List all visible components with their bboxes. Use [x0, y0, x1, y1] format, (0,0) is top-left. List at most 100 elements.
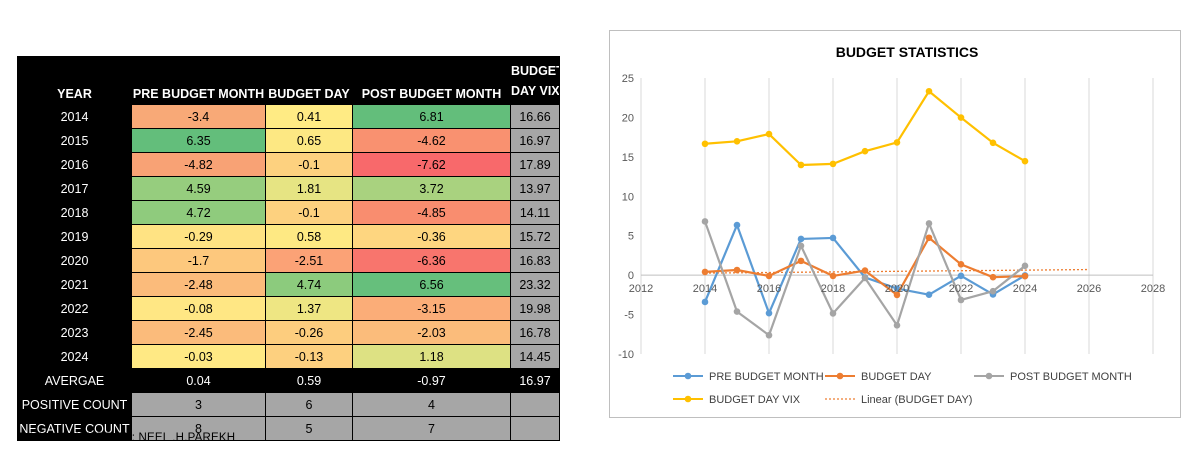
post-budget-month-cell: -0.36 [352, 224, 511, 249]
data-point [989, 139, 997, 147]
header-vix-line2: DAY VIX [511, 83, 560, 98]
legend-swatch-marker [836, 372, 844, 380]
data-point [1021, 272, 1029, 280]
budget-day-cell: 0.58 [265, 224, 353, 249]
table-row: 2014 -3.4 0.41 6.81 16.66 [17, 104, 560, 129]
data-point [861, 147, 869, 155]
trendline-budget-day [704, 268, 1090, 274]
data-point [733, 138, 741, 145]
average-row-post-cell: -0.97 [352, 368, 511, 393]
budget-day-cell: 0.65 [265, 128, 353, 153]
x-tick-label: 2012 [629, 283, 653, 295]
average-row-label-cell: AVERGAE [17, 368, 132, 393]
data-point [893, 321, 901, 329]
pre-budget-month-cell: 4.59 [131, 176, 266, 201]
year-cell: 2024 [17, 344, 132, 369]
data-point [829, 310, 837, 317]
year-cell: 2021 [17, 272, 132, 297]
data-point [1021, 262, 1029, 270]
budget-day-vix-cell: 13.97 [510, 176, 560, 201]
x-tick-label: 2026 [1077, 283, 1101, 295]
table-header-row: YEAR PRE BUDGET MONTH BUDGET DAY POST BU… [17, 56, 560, 105]
year-cell: 2015 [17, 128, 132, 153]
data-point [893, 139, 901, 146]
data-point [797, 242, 805, 250]
x-tick-label: 2024 [1013, 283, 1037, 295]
data-point [957, 272, 965, 280]
x-tick-label: 2028 [1141, 283, 1165, 295]
data-point [1021, 157, 1029, 165]
legend-swatch-marker [684, 372, 692, 380]
table-row: 2017 4.59 1.81 3.72 13.97 [17, 176, 560, 201]
y-tick-label: -10 [618, 349, 634, 361]
data-point [797, 257, 805, 265]
chart-title: BUDGET STATISTICS [836, 44, 979, 60]
budget-table: YEAR PRE BUDGET MONTH BUDGET DAY POST BU… [17, 56, 560, 441]
data-point [925, 220, 933, 227]
positive-count-row: POSITIVE COUNT 3 6 4 [17, 392, 560, 417]
table-row: 2015 6.35 0.65 -4.62 16.97 [17, 128, 560, 153]
header-vix-line1: BUDGET [511, 63, 560, 78]
header-budget-day: BUDGET DAY [265, 56, 353, 105]
legend-label: PRE BUDGET MONTH [709, 371, 824, 383]
legend-label: BUDGET DAY VIX [709, 394, 801, 406]
pre-budget-month-cell: 6.35 [131, 128, 266, 153]
data-point [957, 114, 965, 121]
data-point [829, 234, 837, 242]
data-point [989, 287, 997, 295]
budget-day-cell: 1.81 [265, 176, 353, 201]
data-point [765, 272, 773, 280]
year-cell: 2022 [17, 296, 132, 321]
negative-count-row-day-cell: 5 [265, 416, 353, 441]
year-cell: 2019 [17, 224, 132, 249]
budget-day-vix-cell: 17.89 [510, 152, 560, 177]
pre-budget-month-cell: -0.08 [131, 296, 266, 321]
y-tick-label: 15 [622, 152, 634, 164]
budget-day-cell: -0.1 [265, 152, 353, 177]
table-row: 2024 -0.03 -0.13 1.18 14.45 [17, 344, 560, 369]
data-point [925, 87, 933, 95]
y-tick-label: -5 [624, 310, 634, 322]
pre-budget-month-cell: -1.7 [131, 248, 266, 273]
budget-day-vix-cell: 16.83 [510, 248, 560, 273]
budget-day-cell: 0.41 [265, 104, 353, 129]
post-budget-month-cell: -7.62 [352, 152, 511, 177]
data-point [957, 261, 965, 268]
data-point [893, 291, 901, 299]
data-point [701, 218, 709, 225]
data-point [701, 268, 709, 276]
header-budget-day-vix: BUDGET DAY VIX [510, 56, 560, 105]
positive-count-row-label-cell: POSITIVE COUNT [17, 392, 132, 417]
pre-budget-month-cell: 4.72 [131, 200, 266, 225]
pre-budget-month-cell: -4.82 [131, 152, 266, 177]
budget-day-cell: 1.37 [265, 296, 353, 321]
post-budget-month-cell: -4.85 [352, 200, 511, 225]
post-budget-month-cell: 1.18 [352, 344, 511, 369]
data-point [701, 140, 709, 148]
negative-count-row-post-cell: 7 [352, 416, 511, 441]
x-tick-label: 2014 [693, 283, 717, 295]
pre-budget-month-cell: -0.03 [131, 344, 266, 369]
budget-day-cell: -2.51 [265, 248, 353, 273]
data-point [765, 309, 773, 317]
legend-label: Linear (BUDGET DAY) [861, 394, 972, 406]
legend-swatch-marker [684, 395, 692, 403]
budget-day-vix-cell: 16.97 [510, 128, 560, 153]
post-budget-month-cell: 6.81 [352, 104, 511, 129]
post-budget-month-cell: 3.72 [352, 176, 511, 201]
budget-day-vix-cell: 15.72 [510, 224, 560, 249]
pre-budget-month-cell: -0.29 [131, 224, 266, 249]
data-point [765, 331, 773, 339]
y-tick-label: 5 [628, 231, 634, 243]
budget-day-cell: 4.74 [265, 272, 353, 297]
legend-label: BUDGET DAY [861, 371, 932, 383]
legend-label: POST BUDGET MONTH [1010, 371, 1132, 383]
chart-panel: BUDGET STATISTICS -10 -5 0 5 10 15 20 25 2012 2014… [609, 30, 1181, 418]
budget-day-vix-cell: 16.66 [510, 104, 560, 129]
data-point [989, 273, 997, 281]
positive-count-row-pre-cell: 3 [131, 392, 266, 417]
y-tick-label: 20 [622, 112, 634, 124]
pre-budget-month-cell: -2.48 [131, 272, 266, 297]
year-cell: 2020 [17, 248, 132, 273]
table-row: 2018 4.72 -0.1 -4.85 14.11 [17, 200, 560, 225]
